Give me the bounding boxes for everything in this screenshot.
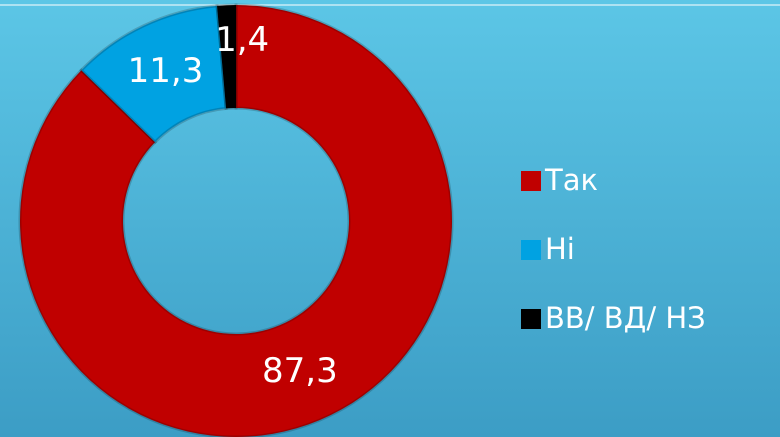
data-label: 87,3 [262, 351, 338, 391]
data-label: 11,3 [128, 51, 204, 91]
legend-swatch [521, 309, 541, 329]
slice [18, 3, 454, 437]
legend-label: Так [544, 163, 598, 197]
data-label: 1,4 [215, 20, 269, 60]
slice [79, 4, 228, 145]
slice [215, 3, 238, 111]
legend-swatch [521, 240, 541, 260]
legend-label: Ні [545, 232, 575, 266]
legend-label: ВВ/ ВД/ НЗ [545, 301, 706, 335]
legend-swatch [521, 171, 541, 191]
